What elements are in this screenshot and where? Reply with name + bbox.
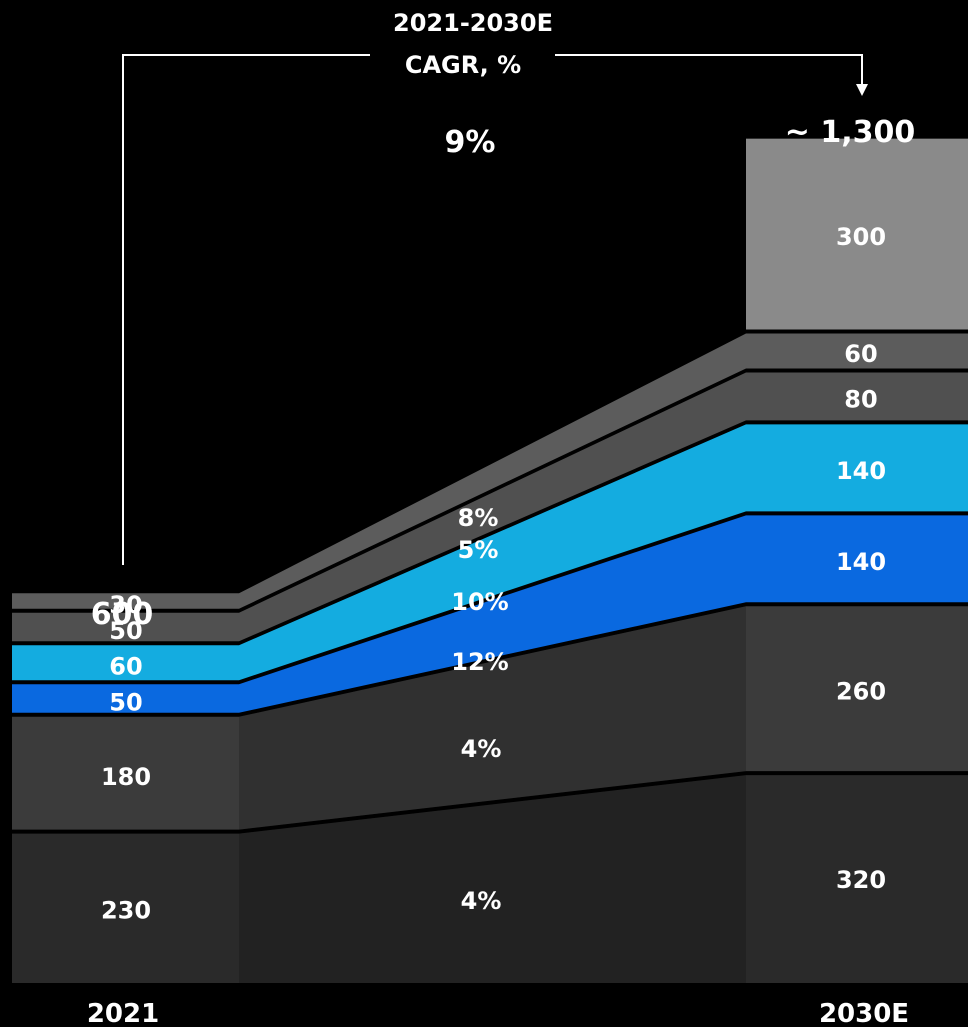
series-5-cagr-label: 8% [458,504,499,532]
series-2-label-2021: 50 [109,688,142,716]
series-4-cagr-label: 5% [458,536,499,564]
series-3-cagr-label: 10% [451,588,508,616]
chart-labels: 230 320 180 260 50 140 60 140 50 80 30 60 300 4% 4% 12%… [101,223,886,924]
series-1-transition [239,606,746,830]
total-2030e-label: ~ 1,300 [785,115,915,150]
series-1-band [12,606,968,830]
series-3-label-2021: 60 [109,653,142,681]
series-0-transition [239,775,746,983]
x-tick-2021: 2021 [87,999,159,1027]
series-2-label-2030e: 140 [836,548,886,576]
series-4-label-2021: 50 [109,617,142,645]
chart-title-line1: 2021-2030E [393,9,553,37]
x-tick-2030e: 2030E [819,999,909,1027]
series-1-label-2021: 180 [101,763,151,791]
series-3-band [12,424,968,681]
series-6-label-2030e: 300 [836,223,886,251]
series-4-band [12,372,968,642]
series-2-band [12,515,968,713]
series-0-band [12,775,968,983]
series-0-cagr-label: 4% [461,887,502,915]
series-4-label-2030e: 80 [844,385,877,413]
total-cagr-label: 9% [445,125,496,160]
series-0-label-2030e: 320 [836,866,886,894]
series-5-label-2030e: 60 [844,340,877,368]
series-5-label-2021: 30 [109,591,142,619]
series-5-band [12,333,968,609]
series-3-label-2030e: 140 [836,457,886,485]
chart-layers [12,138,968,983]
cagr-bracket [122,54,868,565]
series-1-cagr-label: 4% [461,735,502,763]
series-1-label-2030e: 260 [836,678,886,706]
series-2-cagr-label: 12% [451,648,508,676]
total-2021-label: 600 [91,597,154,632]
series-0-label-2021: 230 [101,896,151,924]
chart-title-line2: CAGR, % [405,51,521,79]
series-6-bar-2030e [746,138,968,330]
